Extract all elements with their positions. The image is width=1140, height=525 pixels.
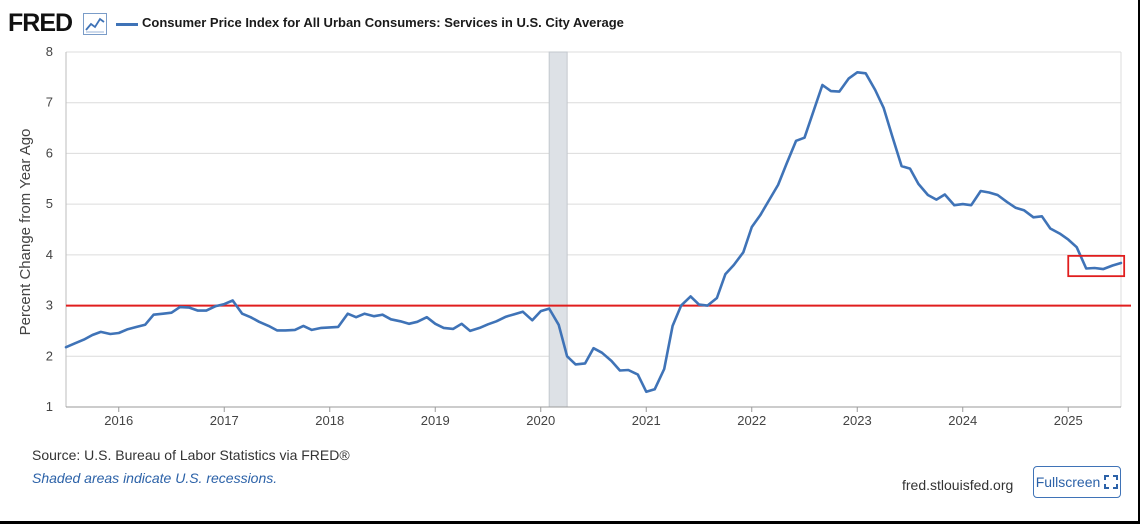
recession-note: Shaded areas indicate U.S. recessions. [32, 470, 278, 486]
highlight-box-rect [1067, 254, 1126, 278]
legend-series-swatch [116, 23, 138, 26]
fred-logo[interactable]: FRED [8, 9, 73, 37]
site-link[interactable]: fred.stlouisfed.org [902, 477, 1014, 493]
x-tick-label: 2019 [421, 413, 450, 428]
y-tick-label: 8 [46, 44, 53, 59]
x-tick-label: 2016 [104, 413, 133, 428]
x-tick-label: 2025 [1054, 413, 1083, 428]
y-axis-label: Percent Change from Year Ago [17, 129, 34, 336]
fullscreen-label: Fullscreen [1035, 474, 1101, 490]
y-tick-label: 3 [46, 298, 53, 313]
x-tick-label: 2021 [632, 413, 661, 428]
y-tick-label: 2 [46, 348, 53, 363]
x-tick-label: 2017 [210, 413, 239, 428]
y-tick-label: 4 [46, 247, 53, 262]
x-tick-label: 2023 [843, 413, 872, 428]
y-tick-label: 5 [46, 196, 53, 211]
legend-series-label: Consumer Price Index for All Urban Consu… [142, 15, 624, 30]
y-tick-label: 6 [46, 145, 53, 160]
recession-band [548, 51, 568, 408]
recession-shading [548, 51, 568, 408]
highlight-box [1067, 254, 1126, 278]
x-tick-label: 2022 [737, 413, 766, 428]
y-tick-labels: 1 2 3 4 5 6 7 8 [46, 44, 53, 414]
fullscreen-button[interactable]: Fullscreen [1033, 466, 1121, 498]
x-tick-label: 2024 [948, 413, 977, 428]
series-layer [64, 71, 1123, 394]
line-graph-icon [83, 13, 107, 35]
line-chart: 1 2 3 4 5 6 7 8 2016 2017 2018 2019 2020 2021 2022 202… [17, 44, 1131, 428]
x-tick-label: 2020 [526, 413, 555, 428]
expand-icon [1104, 475, 1119, 489]
series-line [64, 71, 1123, 394]
x-tick-labels: 2016 2017 2018 2019 2020 2021 2022 2023 2024 2025 [104, 407, 1083, 428]
x-tick-label: 2018 [315, 413, 344, 428]
y-tick-label: 7 [46, 95, 53, 110]
y-tick-label: 1 [46, 399, 53, 414]
source-text: Source: U.S. Bureau of Labor Statistics … [32, 447, 350, 463]
axes [65, 52, 1122, 408]
grid-lines [66, 51, 1121, 408]
